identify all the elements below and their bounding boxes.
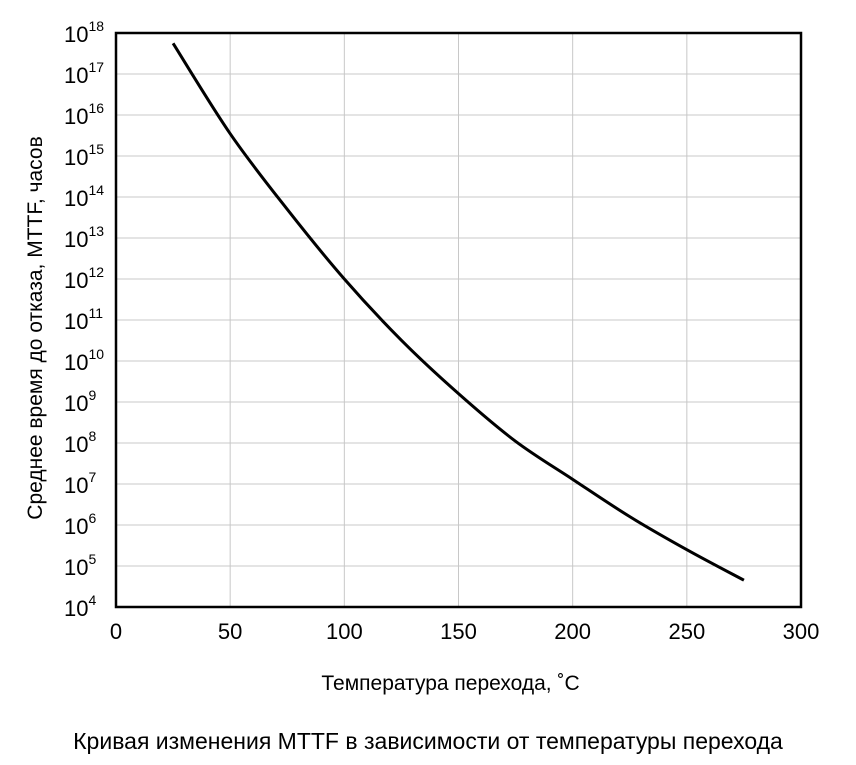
x-tick-label: 50 — [218, 619, 242, 644]
y-tick-label: 1011 — [64, 305, 103, 334]
y-tick-label: 109 — [64, 387, 96, 416]
x-tick-labels: 0 50 100 150 200 250 300 — [110, 619, 819, 644]
y-tick-label: 1016 — [64, 100, 104, 129]
y-tick-label: 1015 — [64, 141, 104, 170]
x-tick-label: 0 — [110, 619, 122, 644]
x-tick-label: 250 — [668, 619, 705, 644]
x-tick-label: 200 — [554, 619, 591, 644]
y-tick-label: 105 — [64, 551, 96, 580]
plot-frame — [114, 31, 803, 609]
y-tick-label: 1018 — [64, 18, 104, 47]
y-tick-label: 1017 — [64, 59, 104, 88]
y-tick-label: 1012 — [64, 264, 104, 293]
x-tick-label: 300 — [783, 619, 820, 644]
y-tick-label: 1014 — [64, 182, 104, 211]
x-axis-label: Температура перехода, ˚C — [321, 672, 579, 695]
chart-caption: Кривая изменения MTTF в зависимости от т… — [73, 728, 783, 754]
y-tick-label: 104 — [64, 592, 96, 621]
y-tick-label: 1013 — [64, 223, 104, 252]
y-tick-labels: 104 105 106 107 108 109 1010 1011 1012 1013 1014 10… — [64, 18, 104, 621]
y-tick-label: 107 — [64, 469, 96, 498]
y-axis-label: Среднее время до отказа, MTTF, часов — [24, 136, 47, 519]
mttf-curve — [171, 42, 745, 582]
y-tick-label: 1010 — [64, 346, 104, 375]
x-tick-label: 150 — [440, 619, 477, 644]
x-tick-label: 100 — [326, 619, 363, 644]
y-tick-label: 106 — [64, 510, 96, 539]
mttf-chart: 0 50 100 150 200 250 300 104 105 106 107 108 109 101… — [24, 18, 819, 695]
y-tick-label: 108 — [64, 428, 96, 457]
